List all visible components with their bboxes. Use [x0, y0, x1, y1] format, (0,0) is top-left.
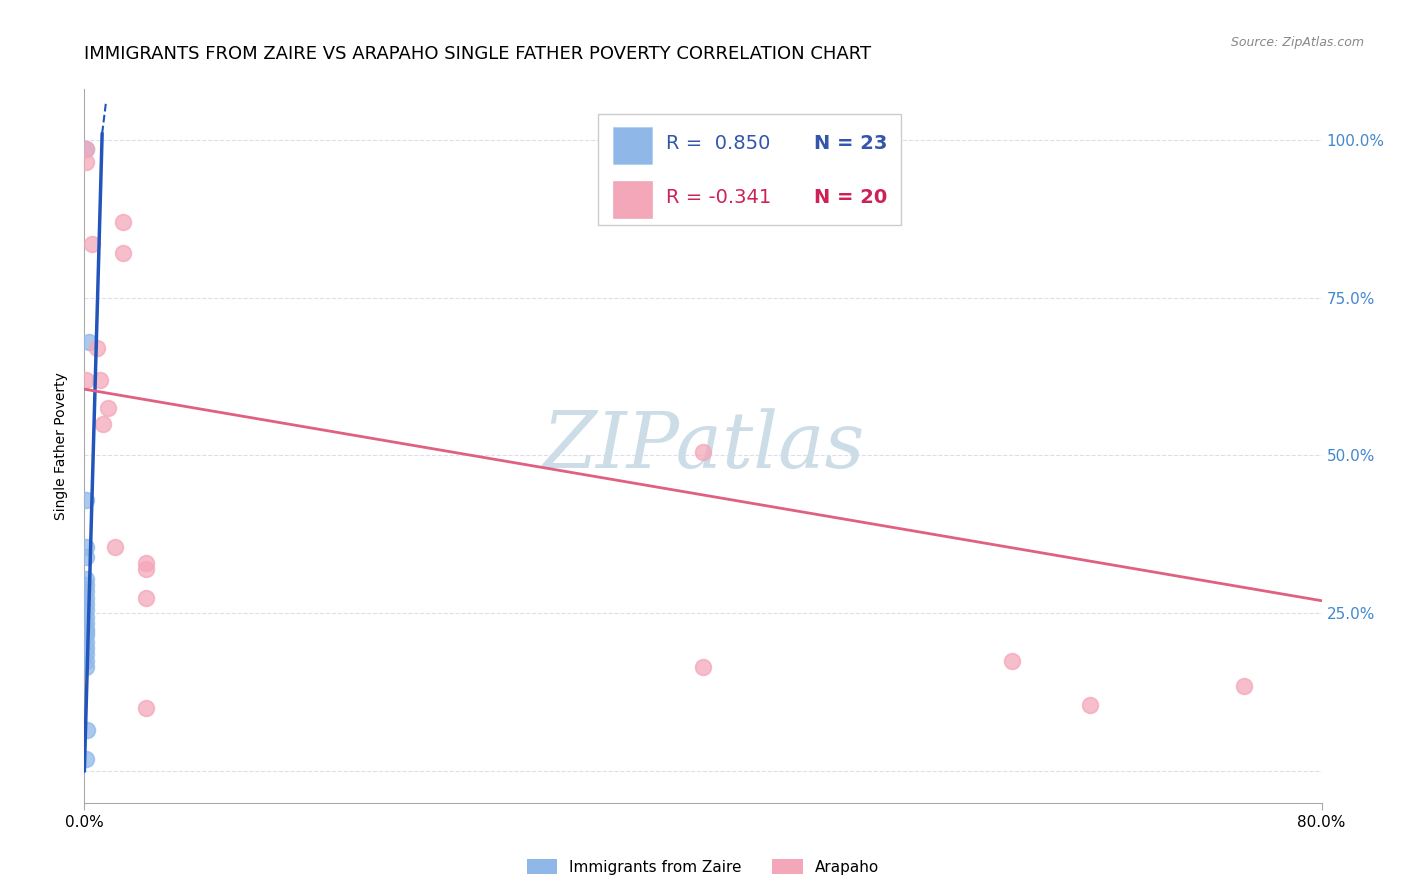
Point	[89, 373, 111, 387]
Point	[75, 634, 97, 648]
Point	[75, 591, 97, 605]
Point	[75, 609, 97, 624]
Text: ZIPatlas: ZIPatlas	[541, 408, 865, 484]
Point	[75, 622, 97, 636]
Point	[75, 660, 97, 674]
Bar	[598, 114, 901, 225]
Text: R =  0.850: R = 0.850	[666, 134, 770, 153]
Point	[97, 401, 120, 416]
Point	[75, 492, 97, 507]
Point	[75, 572, 97, 586]
Point	[135, 701, 157, 715]
Text: R = -0.341: R = -0.341	[666, 187, 770, 207]
Point	[75, 142, 97, 156]
Point	[75, 751, 97, 765]
Point	[75, 597, 97, 611]
Point	[75, 549, 97, 564]
Point	[1078, 698, 1101, 712]
Text: N = 20: N = 20	[814, 187, 887, 207]
Legend: Immigrants from Zaire, Arapaho: Immigrants from Zaire, Arapaho	[520, 853, 886, 880]
Point	[75, 625, 97, 640]
Point	[1233, 679, 1256, 693]
Point	[135, 591, 157, 605]
Bar	[613, 180, 652, 218]
Point	[135, 556, 157, 570]
Point	[104, 540, 127, 554]
Point	[75, 603, 97, 617]
Point	[1001, 654, 1024, 668]
Point	[75, 628, 97, 642]
Text: IMMIGRANTS FROM ZAIRE VS ARAPAHO SINGLE FATHER POVERTY CORRELATION CHART: IMMIGRANTS FROM ZAIRE VS ARAPAHO SINGLE …	[84, 45, 872, 62]
Text: N = 23: N = 23	[814, 134, 887, 153]
Point	[77, 334, 100, 349]
Point	[75, 648, 97, 662]
Point	[75, 373, 97, 387]
Y-axis label: Single Father Poverty: Single Father Poverty	[55, 372, 69, 520]
Point	[692, 660, 714, 674]
Text: Source: ZipAtlas.com: Source: ZipAtlas.com	[1230, 36, 1364, 49]
Point	[75, 142, 97, 156]
Point	[112, 246, 135, 260]
Point	[75, 641, 97, 656]
Point	[135, 562, 157, 576]
Point	[692, 445, 714, 459]
Point	[112, 215, 135, 229]
Point	[75, 154, 97, 169]
Point	[75, 540, 97, 554]
Point	[91, 417, 114, 431]
Point	[75, 654, 97, 668]
Point	[76, 723, 98, 738]
Bar	[613, 127, 652, 164]
Point	[75, 615, 97, 630]
Point	[86, 341, 108, 355]
Point	[75, 584, 97, 599]
Point	[82, 236, 104, 251]
Point	[75, 578, 97, 592]
